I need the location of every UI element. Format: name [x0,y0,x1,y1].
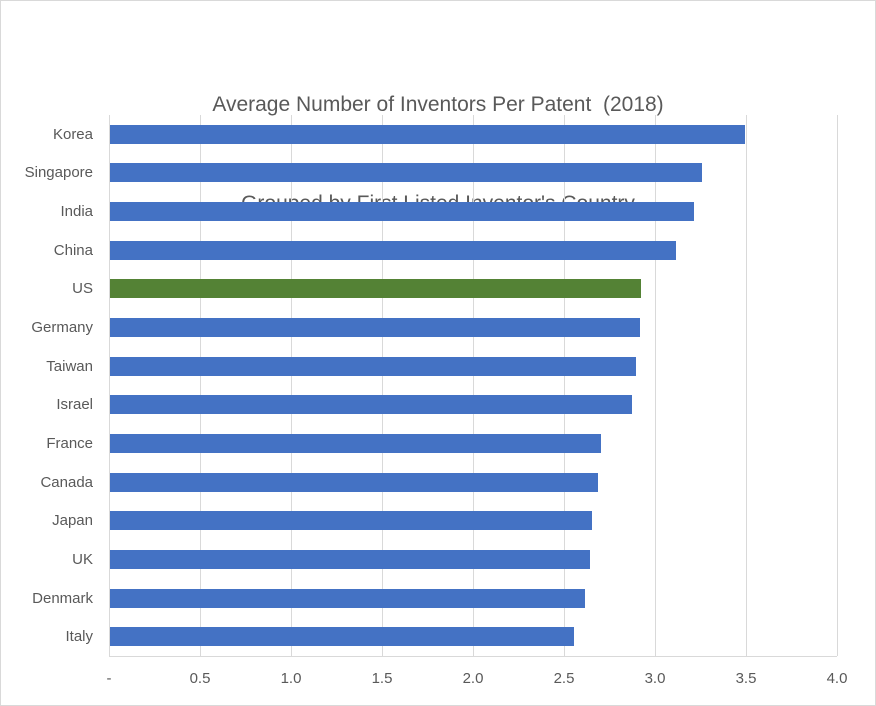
gridline [382,115,383,656]
gridline [655,115,656,656]
category-label-france: France [46,434,93,452]
bar-us [110,279,642,299]
category-label-korea: Korea [52,125,93,143]
x-tick-label-3.0: 3.0 [644,670,666,687]
gridline [291,115,292,656]
gridline [564,115,565,656]
bar-israel [110,395,633,415]
bar-singapore [110,163,702,183]
category-label-us: US [72,280,93,298]
gridline [473,115,474,656]
category-label-canada: Canada [40,473,93,491]
category-label-japan: Japan [52,512,93,530]
category-axis-line [109,115,110,656]
gridline [837,115,838,656]
bar-germany [110,318,640,338]
category-label-uk: UK [72,550,93,568]
x-tick-label--: - [106,670,112,687]
category-label-taiwan: Taiwan [46,357,93,375]
bar-france [110,433,602,453]
category-label-china: China [53,241,93,259]
category-label-denmark: Denmark [32,589,93,607]
x-tick-label-0.5: 0.5 [189,670,211,687]
bar-uk [110,549,591,569]
category-label-singapore: Singapore [24,164,93,182]
x-tick-label-1.5: 1.5 [371,670,393,687]
x-tick-label-2.0: 2.0 [462,670,484,687]
gridline [746,115,747,656]
chart-title-line-1: Average Number of Inventors Per Patent (… [212,93,664,116]
bar-denmark [110,588,586,608]
gridline [200,115,201,656]
category-label-israel: Israel [56,396,93,414]
category-label-india: India [60,203,93,221]
x-axis-line [109,656,837,657]
bar-taiwan [110,356,636,376]
x-tick-label-3.5: 3.5 [735,670,757,687]
bar-india [110,202,695,222]
category-label-germany: Germany [31,319,93,337]
x-tick-label-2.5: 2.5 [553,670,575,687]
x-tick-label-1.0: 1.0 [280,670,302,687]
bar-japan [110,511,593,531]
bar-korea [110,124,746,144]
x-tick-label-4.0: 4.0 [826,670,848,687]
bar-italy [110,627,575,647]
bar-canada [110,472,598,492]
category-label-italy: Italy [65,628,93,646]
bar-china [110,240,677,260]
